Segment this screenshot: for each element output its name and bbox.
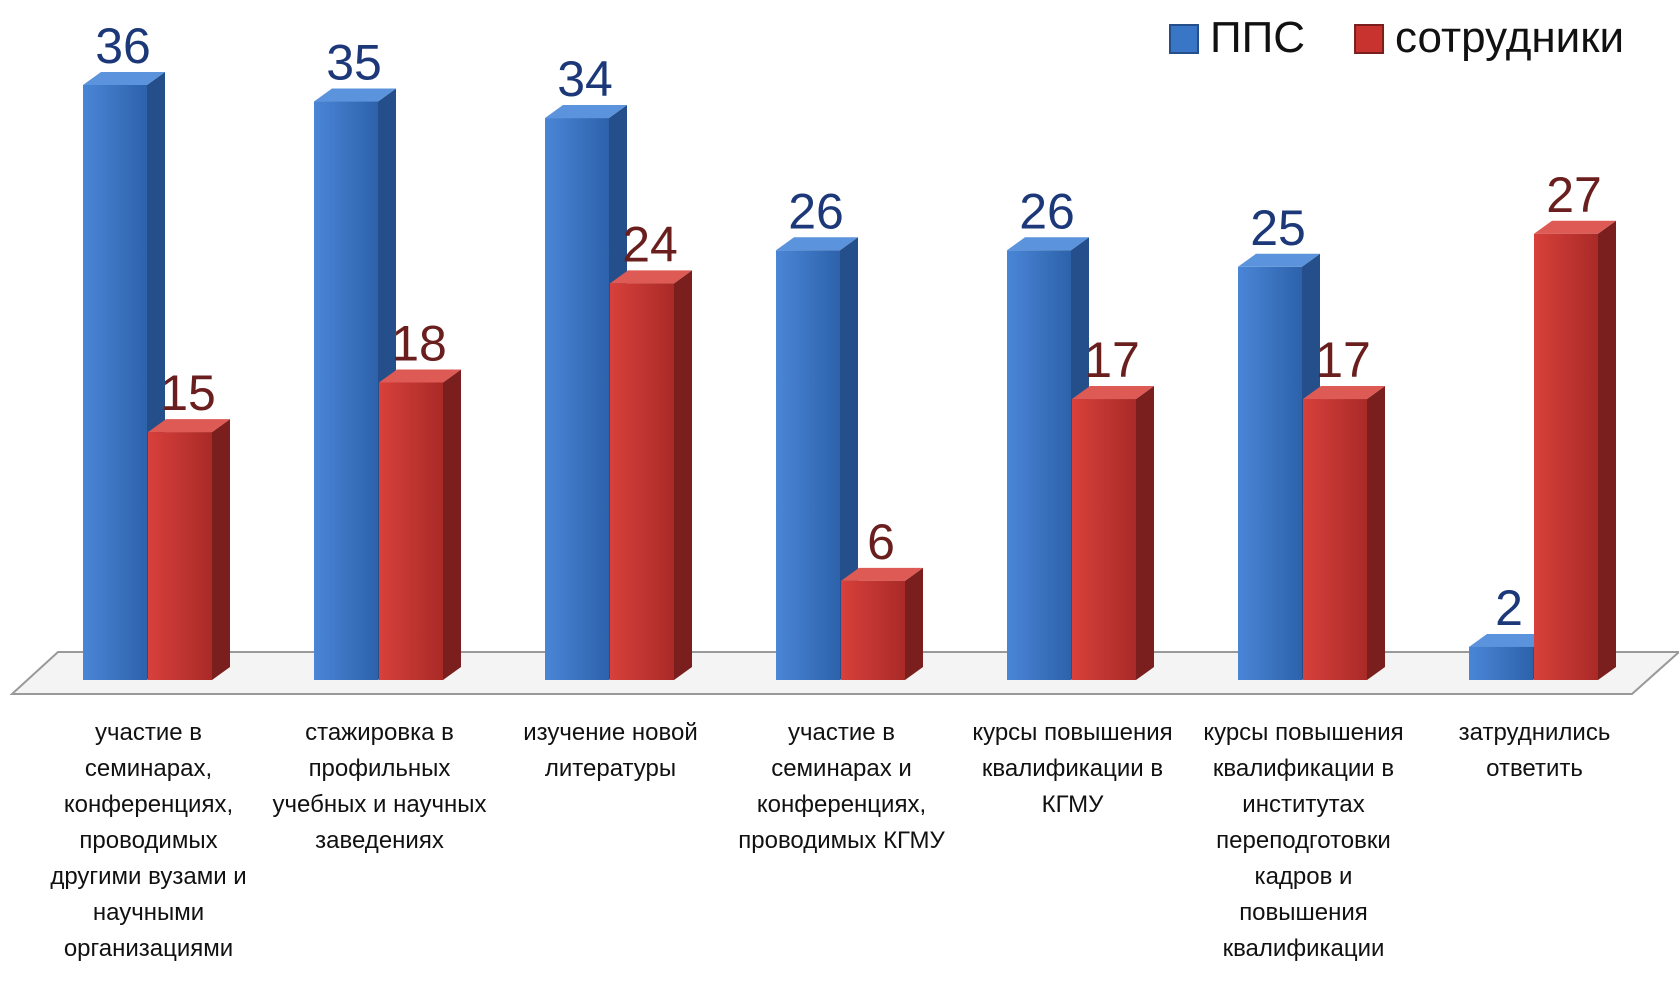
value-label: 2 (1495, 580, 1523, 636)
bar-side (1598, 220, 1616, 680)
bar (1534, 233, 1598, 680)
bar-side (1136, 386, 1154, 680)
value-label: 18 (391, 316, 447, 372)
bar (1303, 399, 1367, 680)
value-label: 27 (1546, 167, 1602, 223)
value-label: 6 (867, 514, 895, 570)
bar (379, 382, 443, 680)
bar-top (841, 567, 923, 581)
bar (1238, 266, 1302, 680)
bar (83, 85, 147, 680)
legend-swatch (1169, 24, 1199, 54)
x-tick-label: изучение новой литературы (523, 719, 698, 782)
bar-top (148, 419, 230, 433)
bar (1469, 646, 1533, 680)
bar-top (545, 105, 627, 119)
bar (776, 250, 840, 680)
legend-label: ППС (1210, 13, 1305, 62)
value-label: 17 (1315, 332, 1371, 388)
bar-top (1469, 633, 1551, 647)
bar-top (610, 270, 692, 284)
bar-side (674, 270, 692, 680)
x-tick-label: участие в семинарах, конференциях, прово… (50, 719, 247, 962)
value-label: 35 (326, 35, 382, 91)
x-tick-label: курсы повышения квалификации в КГМУ (972, 719, 1173, 818)
bar-side (443, 369, 461, 680)
bar (1072, 399, 1136, 680)
bar-side (840, 237, 858, 680)
bar-side (1367, 386, 1385, 680)
value-label: 26 (788, 183, 844, 239)
legend-label: сотрудники (1395, 13, 1624, 62)
value-label: 15 (160, 365, 216, 421)
bar-top (83, 72, 165, 85)
bar-side (212, 419, 230, 680)
value-label: 17 (1084, 332, 1140, 388)
x-tick-label: участие в семинарах и конференциях, пров… (738, 719, 945, 854)
bar-top (379, 369, 461, 383)
value-label: 26 (1019, 183, 1075, 239)
x-tick-label: затруднились ответить (1458, 719, 1611, 782)
bar-top (1072, 386, 1154, 400)
bar (1007, 250, 1071, 680)
x-tick-label: курсы повышения квалификации в института… (1203, 719, 1404, 962)
bar-top (776, 237, 858, 251)
value-label: 24 (622, 216, 678, 272)
value-label: 36 (95, 18, 151, 74)
bar (841, 580, 905, 680)
bar-top (1238, 253, 1320, 267)
bar-top (1534, 220, 1616, 234)
legend-swatch (1354, 24, 1385, 54)
bar (314, 101, 378, 681)
value-label: 25 (1250, 200, 1306, 256)
bar-top (1007, 237, 1089, 251)
value-label: 34 (557, 51, 613, 107)
bar-top (1303, 386, 1385, 400)
bar-top (314, 88, 396, 102)
bar (610, 283, 674, 680)
x-tick-label: стажировка в профильных учебных и научны… (272, 719, 487, 854)
bar (545, 118, 609, 681)
bar-side (905, 567, 923, 680)
bar (148, 432, 212, 680)
